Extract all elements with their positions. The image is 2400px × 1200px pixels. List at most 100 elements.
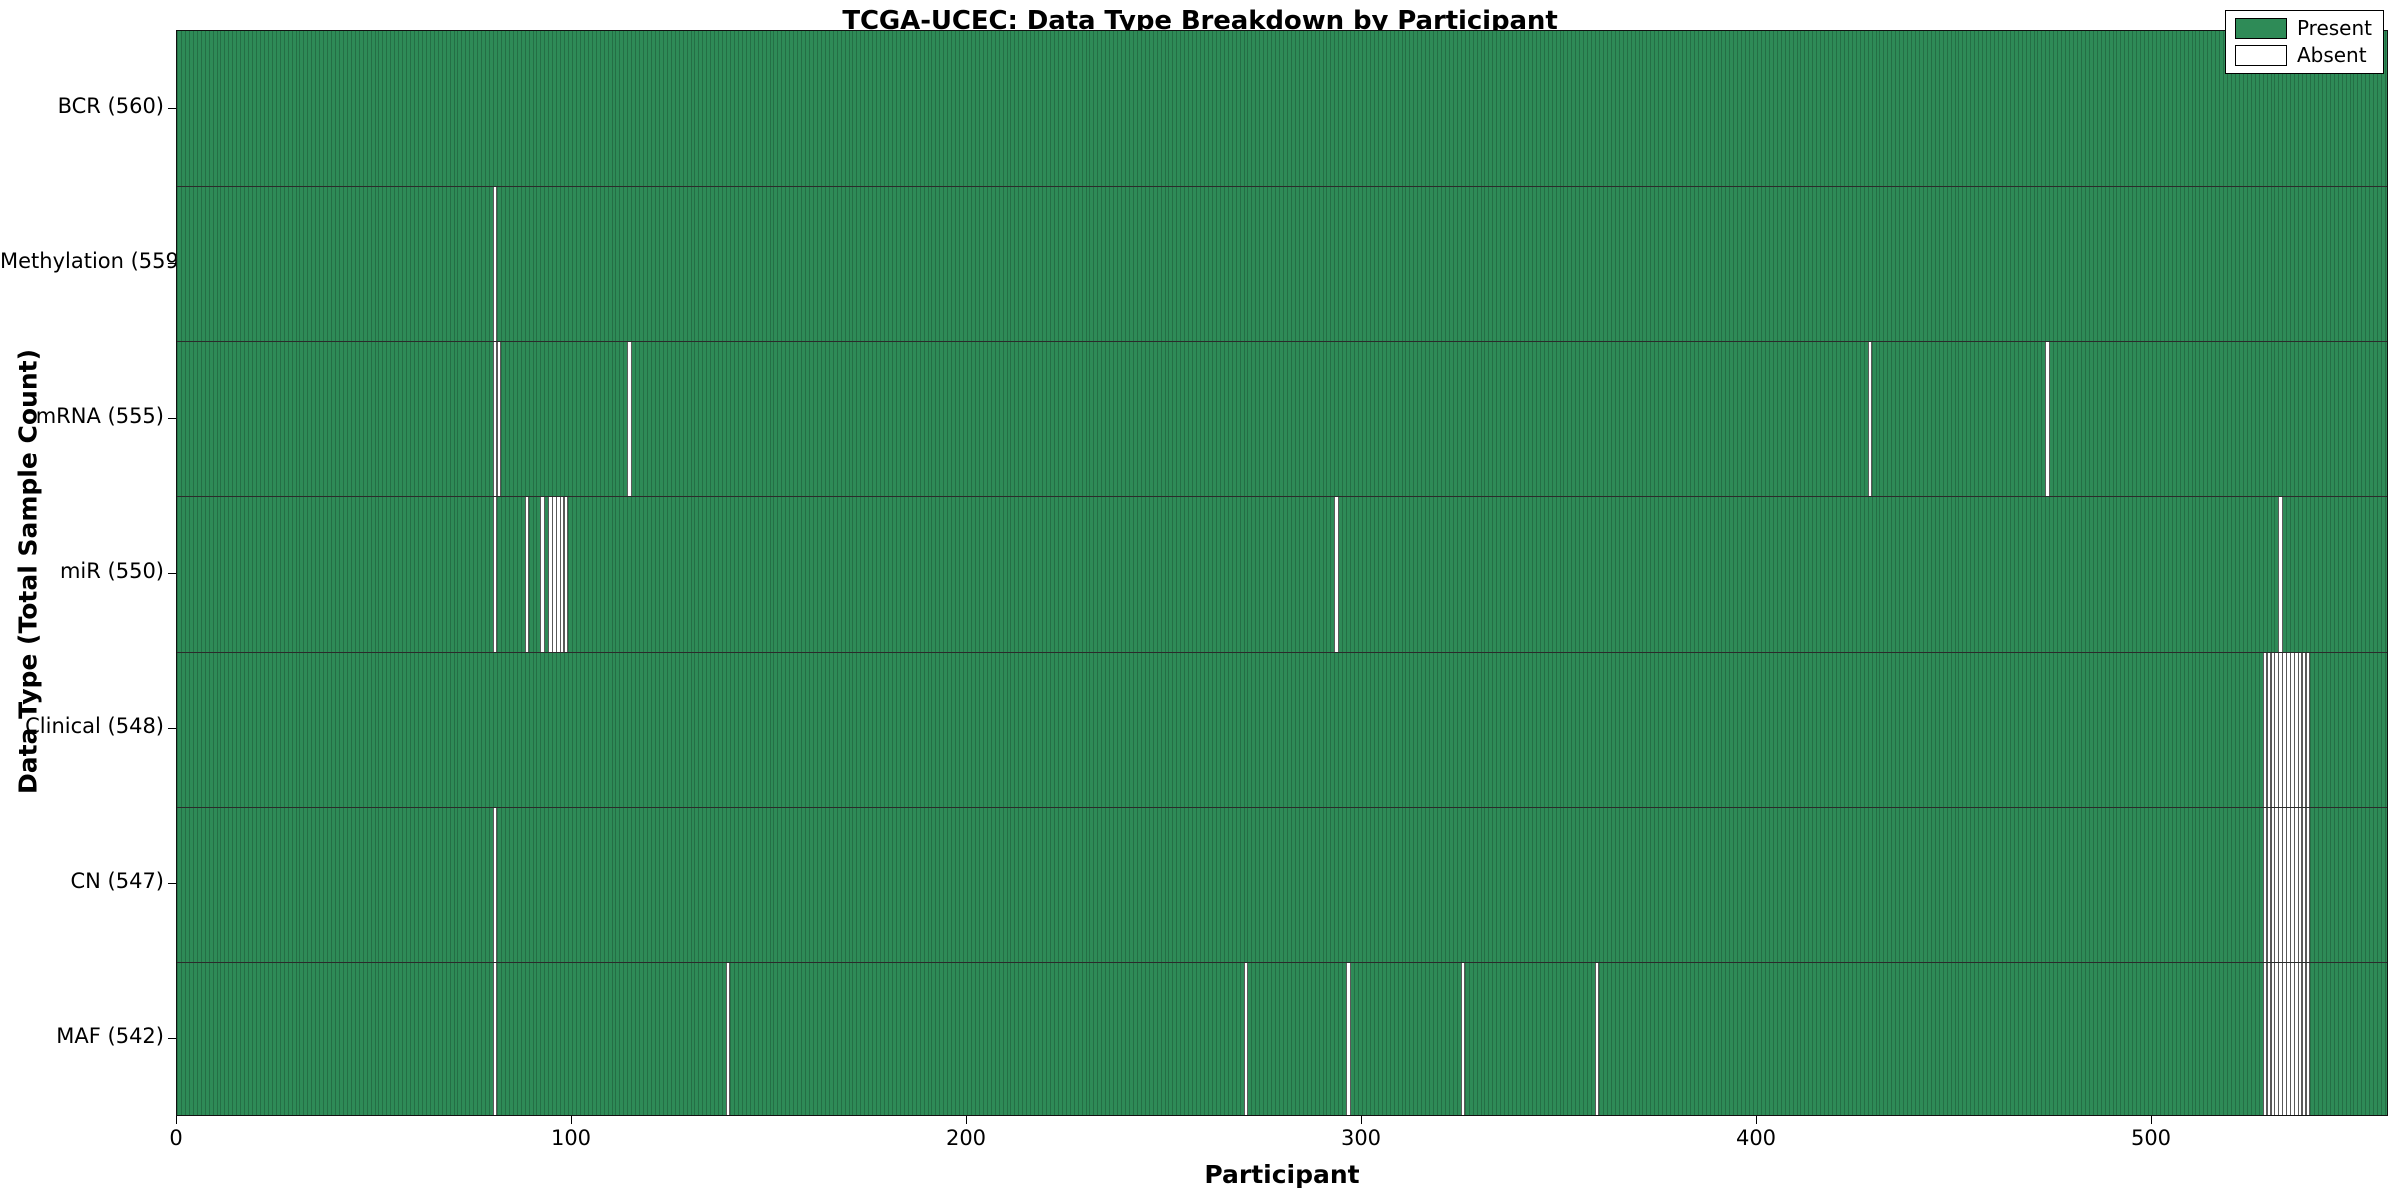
heatmap-cell-present <box>220 651 225 807</box>
heatmap-cell-present <box>410 341 415 497</box>
heatmap-cell-present <box>1188 186 1193 342</box>
heatmap-cell-present <box>579 341 585 497</box>
heatmap-cell-present <box>789 186 794 342</box>
heatmap-cell-present <box>1595 496 1600 652</box>
heatmap-cell-present <box>473 31 478 187</box>
heatmap-cell-present <box>733 186 739 342</box>
heatmap-cell-present <box>2175 341 2181 497</box>
heatmap-cell-present <box>410 186 415 342</box>
row-separator <box>177 496 2387 498</box>
heatmap-cell-present <box>647 496 652 652</box>
heatmap-cell-present <box>1018 31 1023 187</box>
heatmap-cell-present <box>429 496 435 652</box>
heatmap-cell-present <box>2159 31 2165 187</box>
heatmap-cell-present <box>1954 31 1959 187</box>
heatmap-cell-present <box>1322 186 1327 342</box>
heatmap-cell-present <box>1705 186 1710 342</box>
heatmap-cell-present <box>947 31 952 187</box>
heatmap-cell-present <box>1227 496 1233 652</box>
heatmap-cell-present <box>635 496 640 652</box>
heatmap-cell-present <box>2171 186 2177 342</box>
heatmap-cell-present <box>564 186 569 342</box>
heatmap-cell-present <box>907 31 913 187</box>
heatmap-cell-present <box>453 341 458 497</box>
plot-area[interactable] <box>176 30 2388 1116</box>
heatmap-cell-present <box>1780 496 1786 652</box>
heatmap-cell-present <box>248 496 253 652</box>
heatmap-cell-present <box>1429 496 1434 652</box>
heatmap-cell-present <box>184 651 190 807</box>
heatmap-cell-present <box>2211 186 2216 342</box>
heatmap-cell-present <box>1871 186 1876 342</box>
heatmap-cell-present <box>283 651 288 807</box>
heatmap-cell-present <box>1421 341 1426 497</box>
heatmap-cell-present <box>2065 341 2070 497</box>
heatmap-cell-present <box>386 651 391 807</box>
heatmap-cell-present <box>1990 341 1995 497</box>
heatmap-cell-present <box>386 341 391 497</box>
heatmap-cell-present <box>801 341 806 497</box>
heatmap-cell-present <box>445 496 450 652</box>
heatmap-cell-present <box>1500 341 1505 497</box>
heatmap-cell-present <box>2215 186 2220 342</box>
heatmap-cell-present <box>1223 341 1229 497</box>
heatmap-cell-present <box>465 341 470 497</box>
heatmap-cell-present <box>2073 186 2078 342</box>
heatmap-cell-present <box>599 31 604 187</box>
heatmap-cell-present <box>1531 496 1537 652</box>
heatmap-cell-present <box>793 31 798 187</box>
heatmap-cell-present <box>248 186 253 342</box>
heatmap-cell-present <box>947 496 952 652</box>
heatmap-cell-present <box>1654 341 1659 497</box>
heatmap-cell-present <box>1539 341 1545 497</box>
row-separator <box>177 961 2387 963</box>
heatmap-cell-present <box>2065 496 2070 652</box>
heatmap-cell-present <box>2061 341 2066 497</box>
heatmap-cell-present <box>1061 496 1067 652</box>
heatmap-cell-present <box>876 31 881 187</box>
heatmap-cell-present <box>911 31 917 187</box>
heatmap-cell-present <box>635 341 640 497</box>
heatmap-cell-present <box>552 31 557 187</box>
heatmap-cell-present <box>899 31 905 187</box>
heatmap-cell-present <box>1022 31 1027 187</box>
heatmap-cell-present <box>1231 496 1236 652</box>
heatmap-cell-present <box>1539 31 1545 187</box>
heatmap-cell-present <box>1626 31 1631 187</box>
heatmap-cell-present <box>923 341 928 497</box>
heatmap-cell-present <box>2025 186 2030 342</box>
heatmap-cell-present <box>1591 31 1596 187</box>
heatmap-cell-present <box>678 31 683 187</box>
heatmap-cell-present <box>2049 31 2054 187</box>
heatmap-cell-present <box>1622 496 1628 652</box>
heatmap-cell-present <box>453 496 458 652</box>
heatmap-cell-present <box>378 186 383 342</box>
heatmap-cell-present <box>2242 496 2248 652</box>
heatmap-cell-present <box>504 651 510 807</box>
heatmap-cell-present <box>2076 31 2082 187</box>
heatmap-cell-present <box>907 341 913 497</box>
heatmap-cell-present <box>1085 496 1090 652</box>
heatmap-cell-present <box>2211 31 2216 187</box>
heatmap-cell-present <box>860 31 865 187</box>
heatmap-cell-present <box>564 651 569 807</box>
heatmap-cell-present <box>773 496 778 652</box>
heatmap-cell-present <box>1879 186 1884 342</box>
heatmap-cell-present <box>275 341 281 497</box>
heatmap-cell-present <box>279 341 285 497</box>
heatmap-cell-present <box>1196 496 1201 652</box>
heatmap-cell-present <box>1259 186 1264 342</box>
heatmap-cell-present <box>228 341 233 497</box>
heatmap-cell-present <box>607 651 612 807</box>
heatmap-cell-present <box>1796 341 1801 497</box>
heatmap-cell-present <box>1093 186 1098 342</box>
heatmap-cell-present <box>1286 31 1292 187</box>
heatmap-cell-present <box>1717 496 1722 652</box>
heatmap-cell-present <box>1895 496 1900 652</box>
heatmap-cell-present <box>777 31 782 187</box>
heatmap-cell-absent <box>726 961 731 1115</box>
heatmap-cell-present <box>607 496 612 652</box>
heatmap-cell-present <box>611 341 616 497</box>
heatmap-cell-present <box>1283 496 1288 652</box>
heatmap-cell-present <box>1520 341 1525 497</box>
